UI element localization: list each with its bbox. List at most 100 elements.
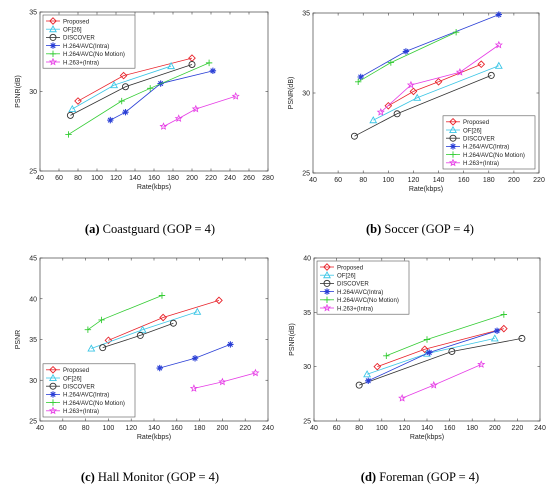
legend-entry: H.263+(Intra): [337, 305, 373, 312]
y-tick-label: 40: [29, 296, 37, 303]
legend-entry: DISCOVER: [63, 35, 95, 42]
data-point: [452, 29, 460, 36]
legend-swatch-marker: [49, 17, 57, 25]
data-point: [373, 362, 382, 371]
y-tick-label: 35: [303, 310, 311, 317]
x-tick-label: 80: [74, 175, 82, 182]
x-tick-label: 280: [262, 175, 274, 182]
x-tick-label: 60: [59, 425, 67, 432]
legend-entry: DISCOVER: [337, 281, 369, 288]
data-point: [98, 316, 105, 324]
x-tick-label: 40: [310, 425, 318, 432]
legend-swatch-marker: [323, 279, 331, 287]
x-tick-label: 80: [359, 177, 367, 184]
series-line: [359, 338, 522, 386]
x-tick-label: 160: [458, 177, 470, 184]
caption-c-label: (c): [80, 470, 95, 484]
y-tick-label: 35: [29, 337, 37, 344]
legend-entry: H.263+(Intra): [63, 408, 99, 415]
y-tick-label: 30: [303, 364, 311, 371]
x-tick-label: 140: [421, 425, 433, 432]
x-tick-label: 240: [534, 425, 546, 432]
data-point: [500, 324, 508, 333]
series-line: [68, 62, 210, 135]
x-tick-label: 120: [408, 177, 420, 184]
series-a-4: [65, 59, 213, 138]
data-point: [365, 377, 372, 384]
x-tick-label: 220: [533, 177, 545, 184]
caption-b-text: Soccer (GOP = 4): [384, 222, 474, 236]
data-point: [398, 393, 407, 402]
data-point: [167, 61, 176, 70]
legend-swatch-marker: [449, 143, 457, 150]
x-axis-label: Rate(kbps): [410, 434, 444, 441]
data-point: [384, 101, 393, 110]
x-axis-label: Rate(kbps): [137, 434, 171, 441]
data-point: [429, 380, 438, 389]
y-tick-label: 45: [29, 256, 37, 263]
data-point: [147, 85, 154, 92]
y-tick-label: 30: [302, 91, 310, 98]
legend-entry: DISCOVER: [463, 136, 495, 143]
series-b-2: [350, 71, 495, 140]
x-tick-label: 60: [55, 175, 63, 182]
y-tick-label: 30: [29, 89, 37, 96]
x-tick-label: 180: [483, 177, 495, 184]
data-point: [426, 349, 433, 356]
data-point: [477, 60, 486, 69]
legend-swatch-marker: [49, 399, 57, 406]
data-point: [494, 61, 503, 69]
legend-box: [442, 115, 536, 170]
data-point: [158, 292, 166, 299]
x-tick-label: 220: [239, 425, 251, 432]
caption-d-text: Foreman (GOP = 4): [379, 470, 480, 484]
y-tick-label: 25: [302, 171, 310, 178]
legend-swatch-marker: [49, 50, 57, 57]
data-point: [490, 334, 499, 342]
series-c-0: [104, 296, 223, 345]
x-tick-label: 120: [399, 425, 411, 432]
y-axis-label: PSNR(dB): [289, 323, 296, 356]
series-line: [377, 328, 504, 368]
legend-swatch-marker: [449, 151, 457, 158]
y-axis-label: PSNR(dB): [288, 77, 295, 110]
y-tick-label: 25: [303, 419, 311, 426]
series-line: [110, 70, 213, 121]
x-tick-label: 100: [91, 175, 103, 182]
y-tick-label: 30: [29, 378, 37, 385]
legend-entry: H.264/AVC(No Motion): [63, 51, 125, 58]
data-point: [423, 336, 431, 343]
series-line: [373, 65, 499, 121]
series-line: [380, 44, 500, 113]
data-point: [420, 345, 429, 354]
series-c-1: [87, 307, 202, 352]
legend-swatch-marker: [449, 117, 457, 126]
data-point: [205, 59, 213, 67]
series-line: [401, 364, 482, 399]
data-point: [156, 364, 163, 372]
x-tick-label: 40: [309, 177, 317, 184]
legend-entry: OF[26]: [63, 375, 82, 382]
y-tick-label: 25: [29, 169, 37, 176]
series-line: [388, 63, 482, 107]
legend-entry: H.264/AVC(Intra): [63, 392, 109, 399]
legend-entry: H.263+(Intra): [63, 59, 99, 66]
legend-entry: Proposed: [63, 18, 89, 25]
x-tick-label: 140: [433, 177, 445, 184]
x-tick-label: 220: [205, 175, 217, 182]
series-line: [102, 322, 174, 349]
legend-entry: OF[26]: [463, 127, 482, 134]
series-line: [193, 372, 256, 389]
data-point: [159, 313, 167, 322]
series-d-5: [398, 360, 486, 402]
legend-box: [42, 363, 136, 418]
y-axis-label: PSNR(dB): [15, 75, 22, 108]
data-point: [191, 104, 200, 113]
data-point: [363, 370, 372, 378]
x-tick-label: 120: [125, 425, 137, 432]
data-point: [227, 341, 234, 348]
chart-panel-b: 40 60 80 100 120 140 160 180 200 220 25 30 35 Rate(kb…: [288, 11, 545, 194]
legend-entry: DISCOVER: [63, 384, 95, 391]
legend-entry: H.264/AVC(No Motion): [63, 400, 125, 407]
